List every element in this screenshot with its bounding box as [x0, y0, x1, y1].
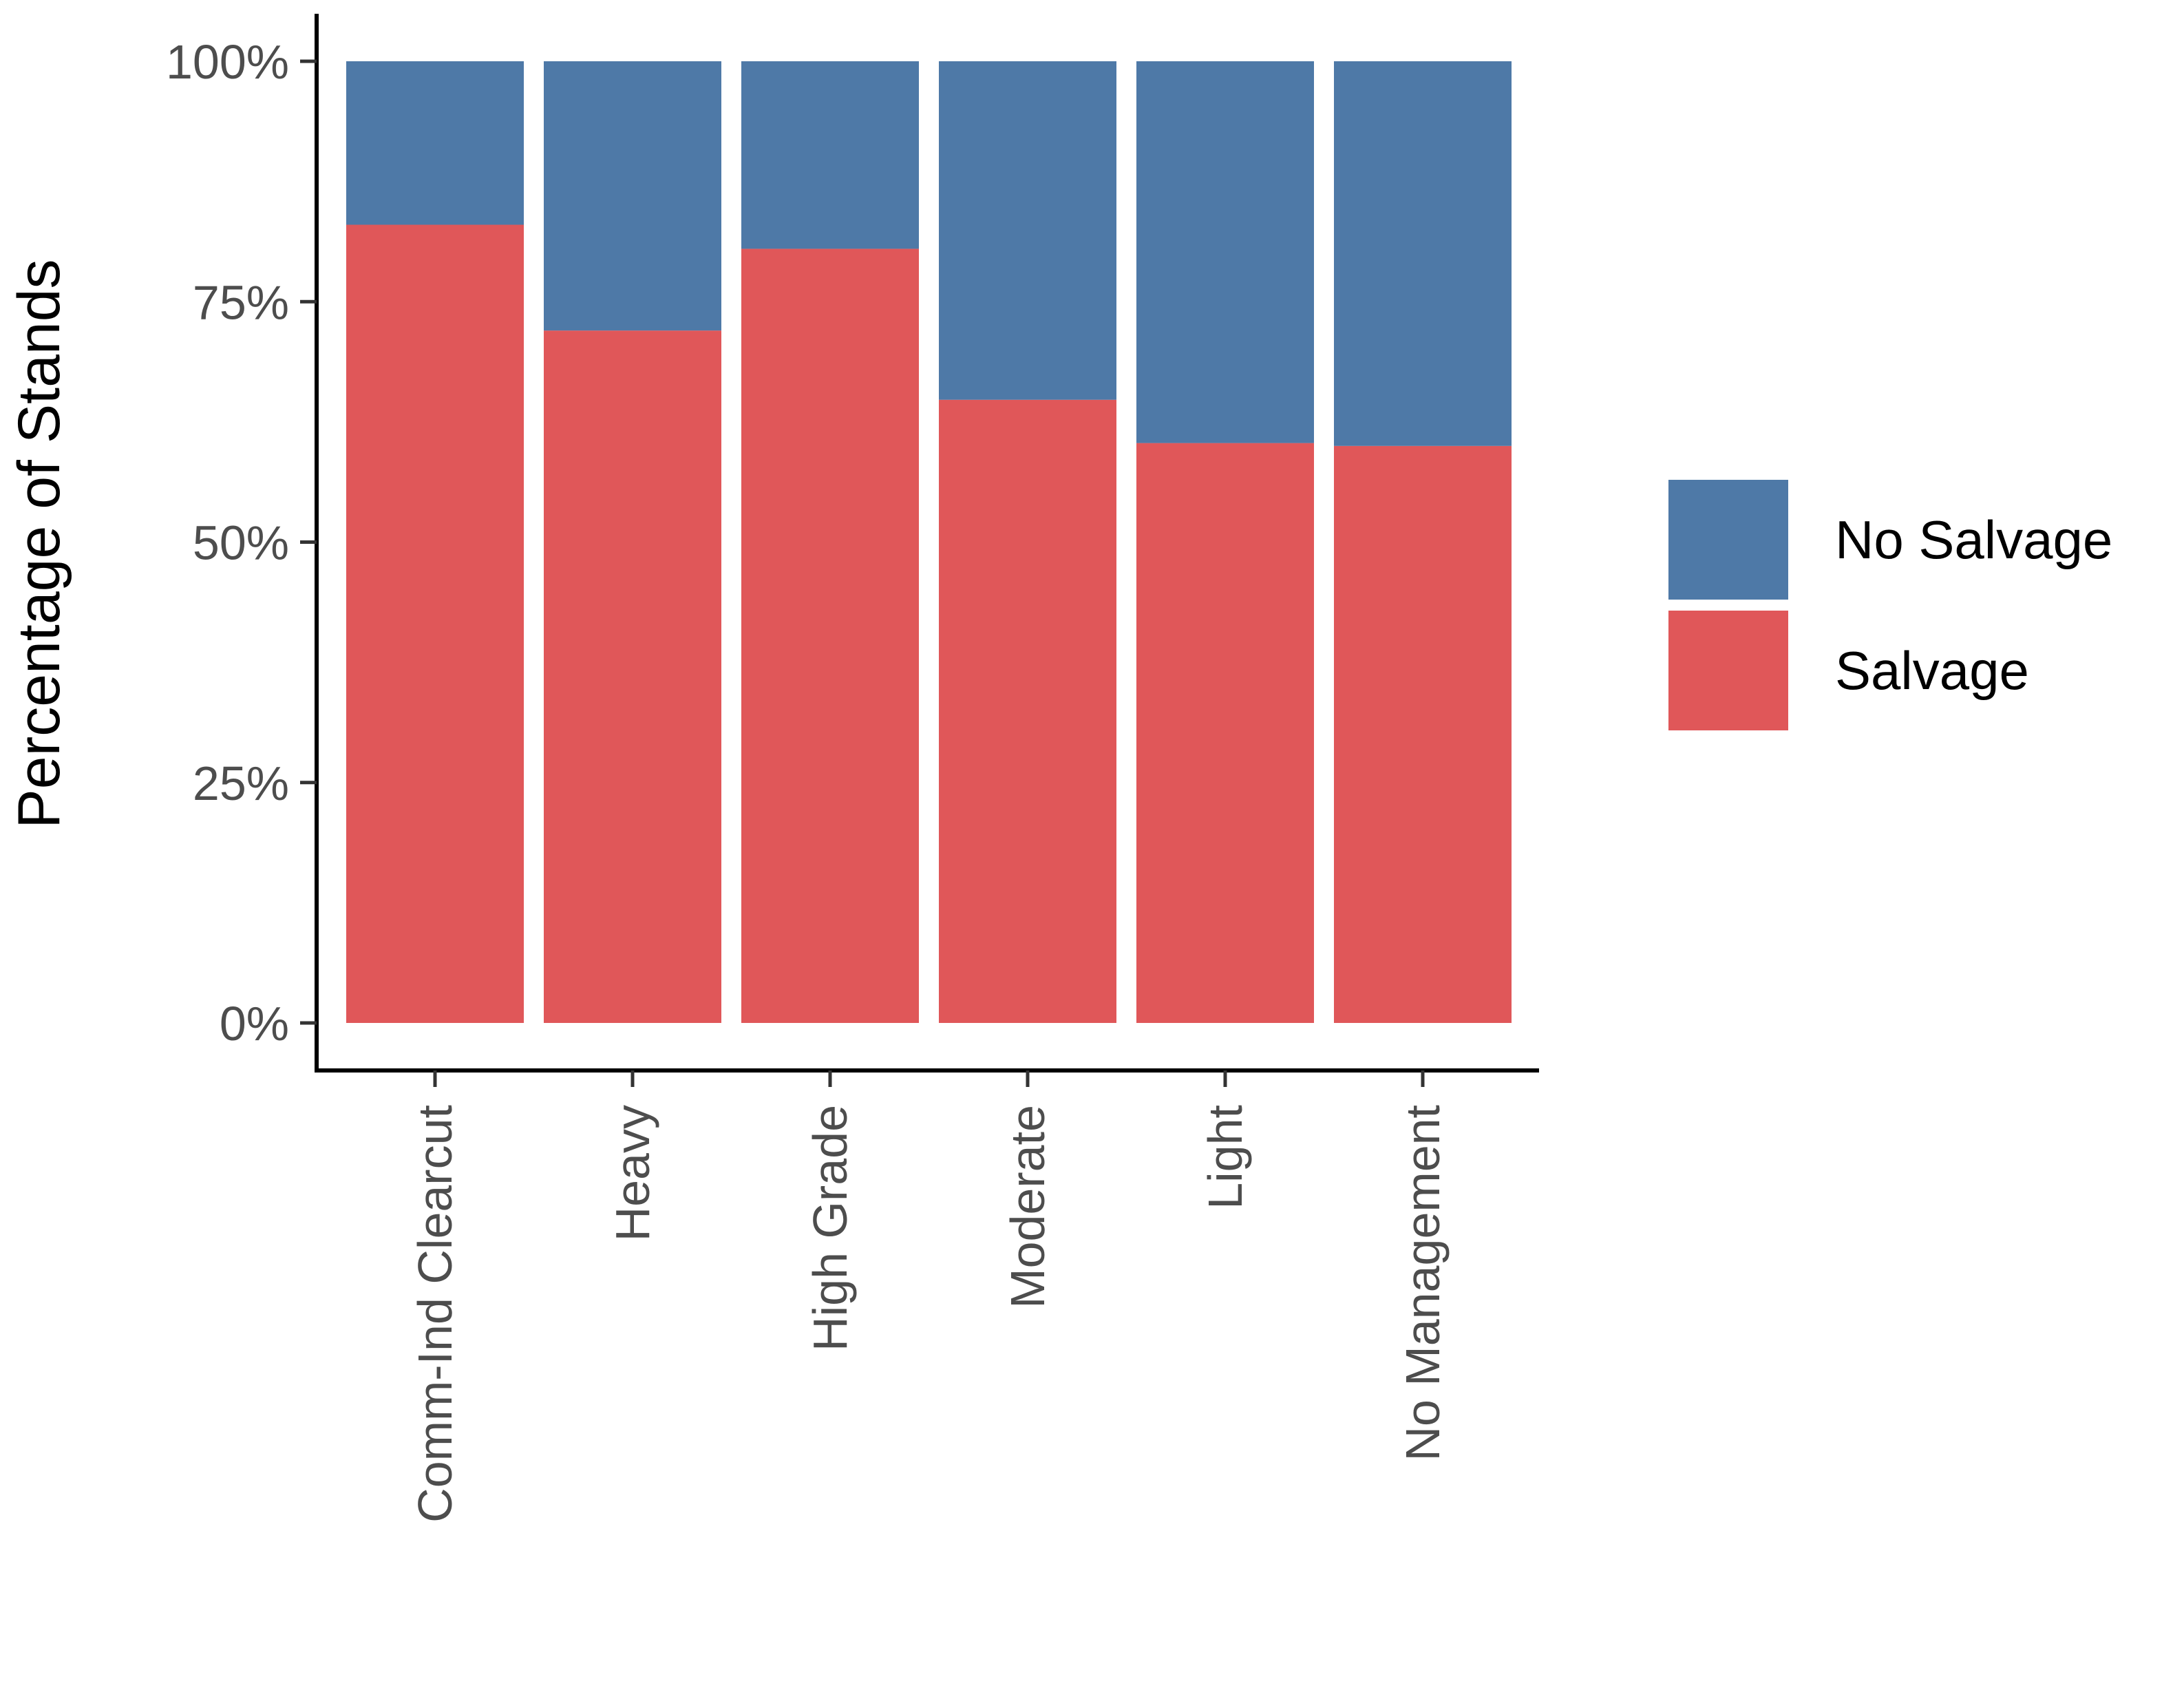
bars-group: [346, 61, 1512, 1023]
legend-key-no-salvage: [1668, 480, 1788, 600]
bar-salvage-1: [346, 224, 524, 1023]
x-tick-label: Heavy: [606, 1105, 659, 1241]
bar-salvage-3: [741, 249, 919, 1023]
y-tick-label: 100%: [166, 35, 289, 89]
y-tick-label: 50%: [193, 516, 289, 570]
bar-no-salvage-5: [1136, 61, 1314, 443]
bar-no-salvage-4: [939, 61, 1116, 400]
legend-label-salvage: Salvage: [1835, 640, 2029, 701]
legend: No Salvage Salvage: [1668, 480, 2112, 730]
bar-salvage-6: [1334, 445, 1512, 1023]
y-tick-label: 25%: [193, 757, 289, 810]
bar-salvage-4: [939, 399, 1116, 1023]
legend-label-no-salvage: No Salvage: [1835, 509, 2112, 570]
bar-no-salvage-6: [1334, 61, 1512, 446]
x-tick-label: Moderate: [1001, 1105, 1054, 1309]
bar-no-salvage-1: [346, 61, 524, 225]
x-tick-label: Comm-Ind Clearcut: [408, 1105, 462, 1523]
x-tick-label: Light: [1198, 1105, 1252, 1210]
legend-key-salvage: [1668, 611, 1788, 730]
y-tick-label: 0%: [220, 997, 289, 1050]
y-tick-label: 75%: [193, 275, 289, 329]
bar-salvage-5: [1136, 443, 1314, 1023]
bar-no-salvage-3: [741, 61, 919, 249]
x-tick-label: High Grade: [803, 1105, 857, 1351]
y-axis-title: Percentage of Stands: [6, 259, 72, 828]
x-tick-label: No Management: [1396, 1105, 1450, 1461]
bar-no-salvage-2: [544, 61, 721, 331]
bar-salvage-2: [544, 330, 721, 1023]
x-axis: Comm-Ind Clearcut Heavy High Grade Moderate…: [315, 1068, 1539, 1523]
y-axis: 0% 25% 50% 75% 100%: [166, 14, 319, 1070]
